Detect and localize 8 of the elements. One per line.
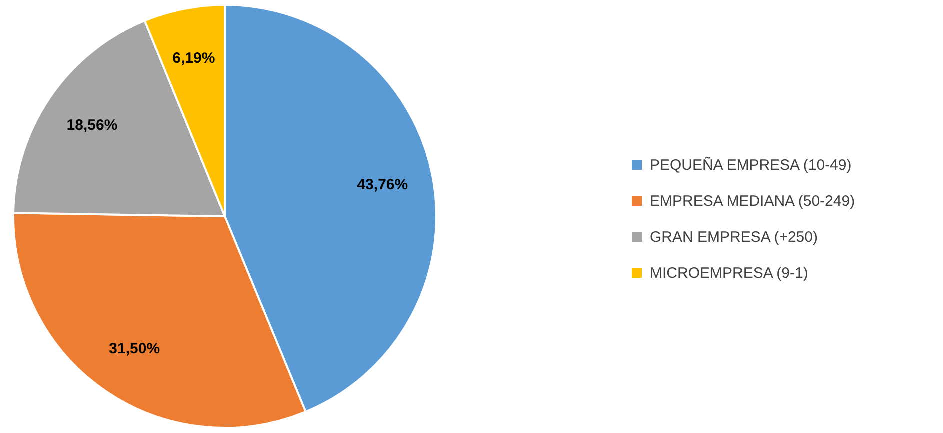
- legend-label: PEQUEÑA EMPRESA (10-49): [650, 156, 852, 174]
- data-label: 43,76%: [357, 176, 408, 194]
- legend-label: EMPRESA MEDIANA (50-249): [650, 192, 856, 210]
- data-label: 31,50%: [109, 340, 160, 358]
- legend-label: MICROEMPRESA (9-1): [650, 264, 808, 282]
- legend-label: GRAN EMPRESA (+250): [650, 228, 818, 246]
- data-label: 6,19%: [172, 50, 216, 67]
- data-label: 18,56%: [66, 117, 118, 134]
